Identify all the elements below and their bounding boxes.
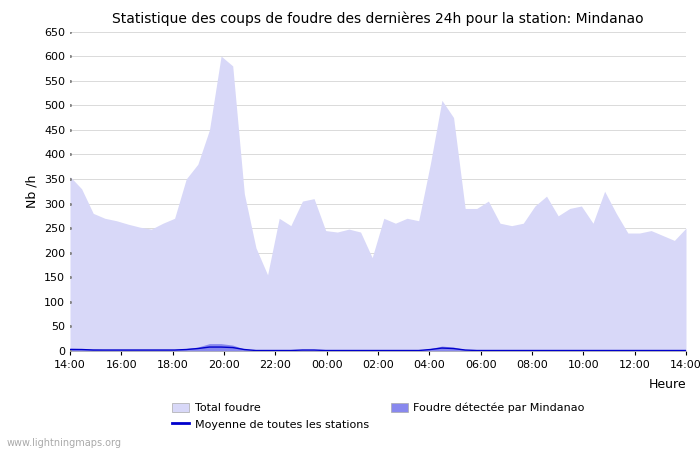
Y-axis label: Nb /h: Nb /h	[25, 175, 38, 208]
Legend: Total foudre, Moyenne de toutes les stations, Foudre détectée par Mindanao: Total foudre, Moyenne de toutes les stat…	[168, 398, 589, 434]
Text: www.lightningmaps.org: www.lightningmaps.org	[7, 438, 122, 448]
Text: Heure: Heure	[648, 378, 686, 391]
Title: Statistique des coups de foudre des dernières 24h pour la station: Mindanao: Statistique des coups de foudre des dern…	[112, 12, 644, 26]
